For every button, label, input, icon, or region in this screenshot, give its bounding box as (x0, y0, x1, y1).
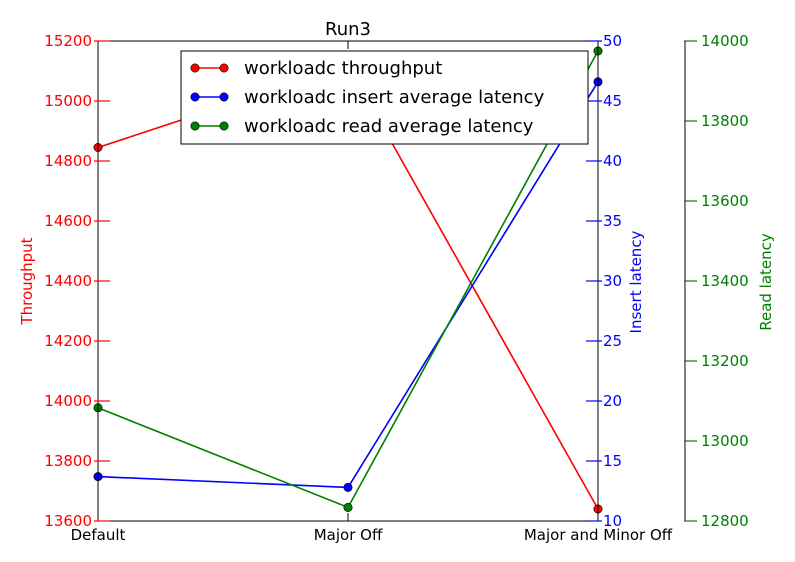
throughput-tick-label: 15200 (44, 32, 92, 50)
throughput-tick-label: 14600 (44, 212, 92, 230)
read-tick-label: 12800 (701, 512, 749, 530)
insert-tick-label: 15 (603, 452, 622, 470)
data-point-read-1 (343, 502, 353, 512)
data-point-insert-1 (343, 482, 353, 492)
throughput-tick-label: 15000 (44, 92, 92, 110)
axis-text: Default Major Off Major and Minor Off 13600… (18, 19, 775, 544)
read-tick-label: 13000 (701, 432, 749, 450)
read-tick-label: 13400 (701, 272, 749, 290)
read-tick-label: 14000 (701, 32, 749, 50)
throughput-axis-label: Throughput (18, 237, 36, 325)
legend-entry-label: workloadc throughput (244, 58, 442, 79)
throughput-tick-label: 14200 (44, 332, 92, 350)
legend: workloadc throughput workloadc insert ave… (180, 50, 589, 145)
legend-swatch-marker (190, 63, 200, 73)
read-tick-label: 13600 (701, 192, 749, 210)
throughput-tick-label: 14000 (44, 392, 92, 410)
read-axis-label: Read latency (757, 233, 775, 331)
legend-entry-label: workloadc read average latency (244, 116, 534, 137)
read-tick-label: 13200 (701, 352, 749, 370)
axis-ticks (94, 40, 697, 522)
throughput-tick-label: 13600 (44, 512, 92, 530)
insert-tick-label: 50 (603, 32, 622, 50)
x-tick-label: Major Off (314, 526, 383, 544)
insert-tick-label: 35 (603, 212, 622, 230)
throughput-tick-label: 13800 (44, 452, 92, 470)
legend-box (180, 50, 589, 145)
x-tick-label: Major and Minor Off (524, 526, 673, 544)
insert-axis-label: Insert latency (627, 230, 645, 333)
legend-swatch-marker (219, 92, 229, 102)
insert-tick-label: 20 (603, 392, 622, 410)
insert-tick-label: 40 (603, 152, 622, 170)
insert-tick-label: 25 (603, 332, 622, 350)
chart-title: Run3 (325, 19, 371, 40)
legend-swatch-marker (190, 121, 200, 131)
insert-tick-label: 10 (603, 512, 622, 530)
legend-entry-label: workloadc insert average latency (244, 87, 545, 108)
legend-swatch-marker (190, 92, 200, 102)
insert-tick-label: 45 (603, 92, 622, 110)
throughput-tick-label: 14400 (44, 272, 92, 290)
x-tick-label: Default (71, 526, 126, 544)
read-tick-label: 13800 (701, 112, 749, 130)
throughput-tick-label: 14800 (44, 152, 92, 170)
legend-swatch-marker (219, 63, 229, 73)
legend-swatch-marker (219, 121, 229, 131)
insert-tick-label: 30 (603, 272, 622, 290)
